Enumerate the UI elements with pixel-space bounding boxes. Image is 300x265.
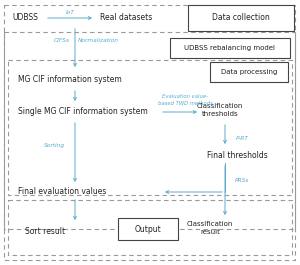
Text: UDBSS rebalancing model: UDBSS rebalancing model bbox=[184, 45, 275, 51]
Text: Output: Output bbox=[135, 224, 161, 233]
Text: UDBSS: UDBSS bbox=[12, 14, 38, 23]
Text: Normalization: Normalization bbox=[78, 38, 119, 43]
Bar bbox=[188, 5, 294, 31]
Text: Final evaluation values: Final evaluation values bbox=[18, 188, 106, 197]
Text: PRSs: PRSs bbox=[235, 178, 249, 183]
Bar bbox=[170, 38, 290, 58]
Text: Data collection: Data collection bbox=[212, 14, 270, 23]
Text: Single MG CIF information system: Single MG CIF information system bbox=[18, 108, 148, 117]
Text: Sorting: Sorting bbox=[44, 143, 66, 148]
Text: Sort result: Sort result bbox=[25, 227, 65, 236]
Bar bbox=[4, 32, 295, 229]
Text: CIFSs: CIFSs bbox=[54, 38, 70, 43]
Text: P-RT: P-RT bbox=[236, 135, 248, 140]
Text: Final thresholds: Final thresholds bbox=[207, 151, 268, 160]
Text: Real datasets: Real datasets bbox=[100, 14, 152, 23]
Text: Evaluation value-
based TWD methods: Evaluation value- based TWD methods bbox=[158, 94, 212, 105]
Bar bbox=[8, 60, 292, 195]
Text: IoT: IoT bbox=[65, 10, 74, 15]
Text: Classification
result: Classification result bbox=[187, 221, 233, 235]
Bar bbox=[118, 218, 178, 240]
Text: Data processing: Data processing bbox=[221, 69, 277, 75]
Bar bbox=[210, 62, 288, 82]
Text: Classification
thresholds: Classification thresholds bbox=[197, 103, 243, 117]
Text: MG CIF information system: MG CIF information system bbox=[18, 76, 122, 85]
Bar bbox=[8, 200, 292, 255]
